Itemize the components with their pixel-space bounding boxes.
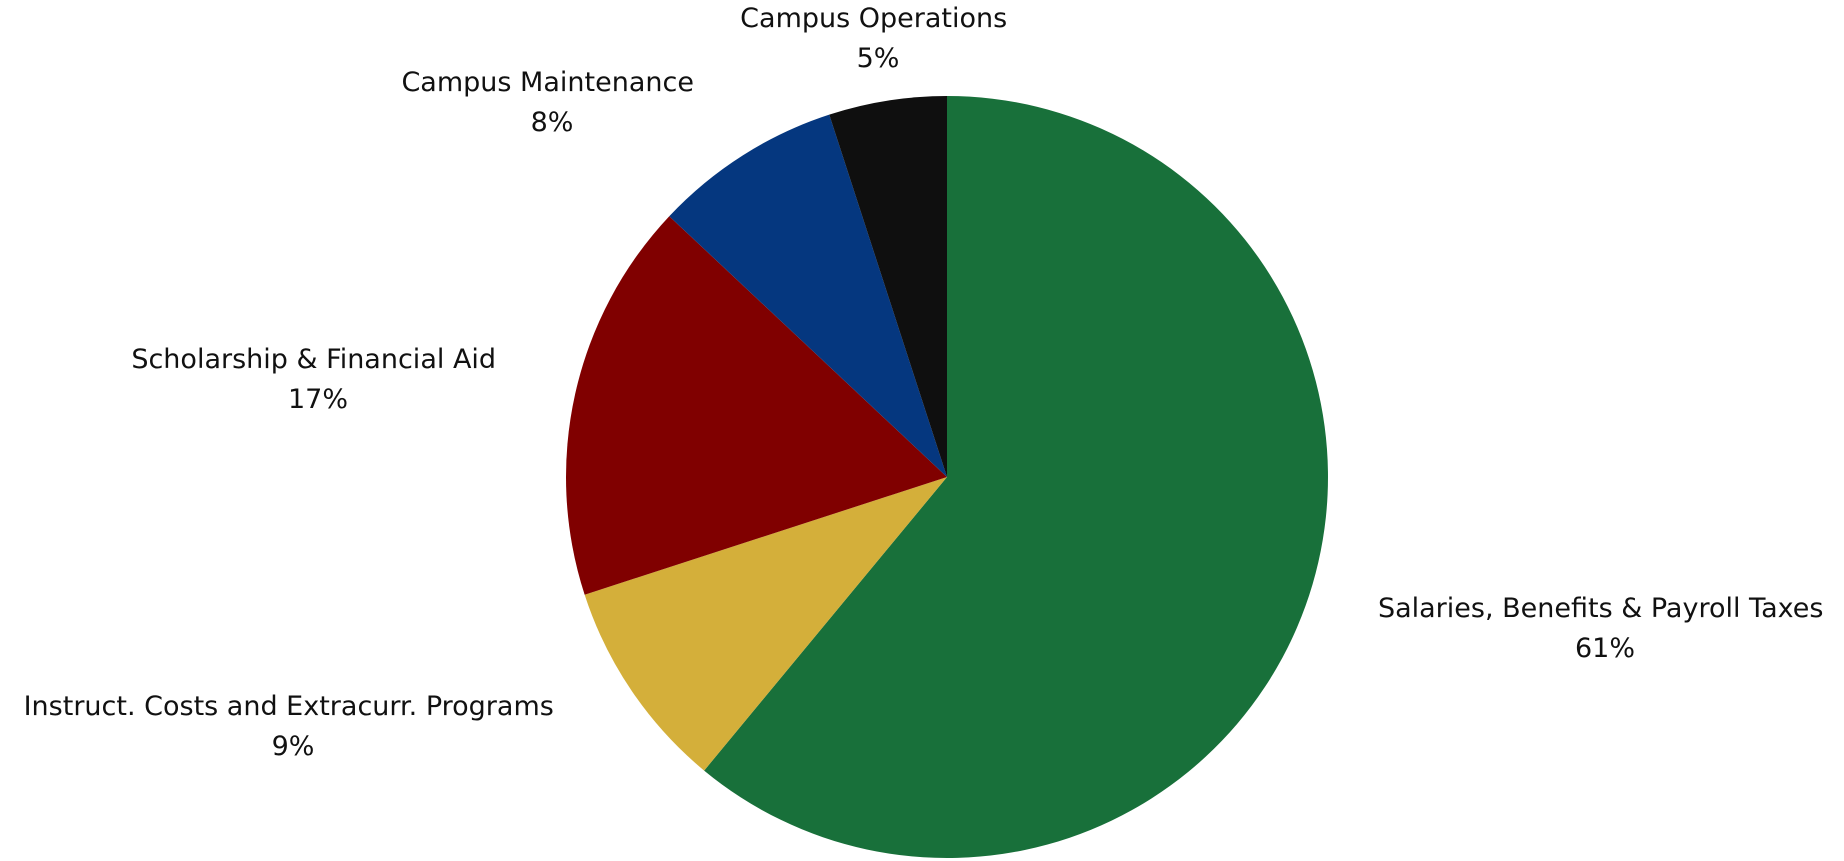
pie-slice-operations [829,96,947,477]
slice-name-scholarship: Scholarship & Financial Aid [131,344,496,375]
slice-label-salaries: Salaries, Benefits & Payroll Taxes 61% [1378,593,1832,664]
slice-name-maintenance: Campus Maintenance [401,67,693,98]
pie-slice-instruct [584,477,947,771]
slice-name-instruct: Instruct. Costs and Extracurr. Programs [24,691,554,722]
slice-name-salaries: Salaries, Benefits & Payroll Taxes [1378,593,1824,624]
slice-label-scholarship: Scholarship & Financial Aid 17% [131,344,504,415]
slice-label-instruct: Instruct. Costs and Extracurr. Programs … [24,691,563,762]
slice-value-instruct: 9% [272,731,315,762]
slice-value-maintenance: 8% [531,107,574,138]
pie-slice-scholarship [566,216,947,595]
slice-label-maintenance: Campus Maintenance 8% [401,67,702,138]
pie-labels: Salaries, Benefits & Payroll Taxes 61% I… [24,3,1832,762]
slice-label-operations: Campus Operations 5% [740,3,1016,74]
pie-slice-maintenance [669,114,947,478]
slice-name-operations: Campus Operations [740,3,1007,34]
slice-value-operations: 5% [857,43,900,74]
pie-slices [566,96,1328,859]
slice-value-scholarship: 17% [288,384,348,415]
slice-value-salaries: 61% [1575,633,1635,664]
pie-slice-salaries [704,96,1328,859]
